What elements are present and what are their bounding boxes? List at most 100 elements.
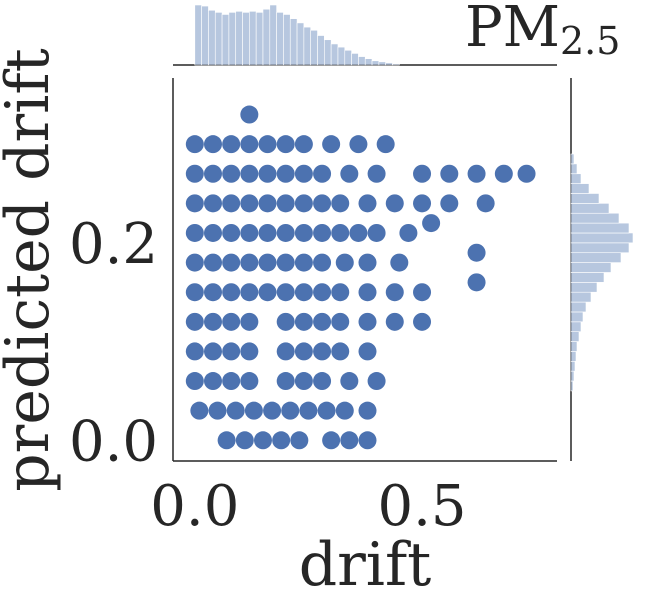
point — [358, 194, 377, 213]
point — [335, 401, 354, 420]
point — [294, 164, 313, 183]
point — [185, 164, 204, 183]
point — [322, 135, 341, 154]
point — [322, 431, 341, 450]
point — [467, 243, 486, 262]
point — [208, 401, 227, 420]
point — [467, 273, 486, 292]
point — [240, 105, 259, 124]
point — [240, 253, 259, 272]
hist-bar — [303, 26, 311, 66]
hist-bar — [570, 153, 575, 165]
hist-bar — [242, 12, 250, 66]
point — [413, 194, 432, 213]
point — [340, 164, 359, 183]
point — [294, 194, 313, 213]
hist-bar — [570, 193, 600, 204]
point — [276, 253, 295, 272]
point — [413, 164, 432, 183]
hist-bar — [324, 39, 332, 66]
point — [290, 431, 309, 450]
point — [440, 194, 459, 213]
point — [294, 135, 313, 154]
hist-bar — [289, 18, 298, 66]
point — [467, 164, 486, 183]
point — [376, 135, 395, 154]
hist-bar — [570, 183, 590, 194]
point — [272, 431, 291, 450]
point — [313, 253, 332, 272]
hist-bar — [249, 11, 257, 66]
point — [258, 223, 277, 242]
point — [240, 372, 259, 391]
hist-bar — [570, 252, 622, 263]
point — [240, 342, 259, 361]
hist-bar — [371, 60, 380, 66]
point — [258, 283, 277, 302]
y-axis-label: predicted drift — [0, 48, 63, 492]
point — [258, 164, 277, 183]
point — [226, 401, 245, 420]
hist-bar — [570, 232, 634, 244]
point — [222, 342, 241, 361]
hist-bar — [296, 22, 305, 66]
point — [294, 283, 313, 302]
point — [331, 342, 350, 361]
point — [185, 253, 204, 272]
point — [476, 194, 495, 213]
hist-bar — [310, 29, 318, 66]
point — [276, 223, 295, 242]
point — [358, 283, 377, 302]
point — [294, 312, 313, 331]
hist-bar — [228, 12, 237, 66]
point — [276, 372, 295, 391]
title-subscript: 2.5 — [560, 19, 620, 63]
point — [185, 223, 204, 242]
hist-bar — [570, 222, 630, 234]
hist-bar — [269, 4, 277, 66]
point — [203, 135, 222, 154]
point — [185, 194, 204, 213]
point — [331, 223, 350, 242]
point — [367, 372, 386, 391]
point — [185, 135, 204, 154]
point — [240, 164, 259, 183]
point — [385, 283, 404, 302]
point — [358, 342, 377, 361]
point — [313, 283, 332, 302]
hist-bar — [276, 12, 284, 66]
point — [413, 312, 432, 331]
point — [281, 401, 300, 420]
hist-bar — [570, 262, 612, 273]
point — [385, 312, 404, 331]
point — [185, 283, 204, 302]
hist-bar — [351, 53, 359, 66]
point — [294, 223, 313, 242]
point — [517, 164, 536, 183]
point — [222, 164, 241, 183]
point — [203, 253, 222, 272]
point — [317, 401, 336, 420]
point — [276, 342, 295, 361]
point — [240, 135, 259, 154]
hist-bar — [570, 282, 598, 293]
hist-bar — [570, 212, 620, 224]
hist-bar — [221, 14, 230, 66]
hist-bar — [570, 242, 630, 254]
point — [222, 194, 241, 213]
point — [358, 253, 377, 272]
point — [240, 223, 259, 242]
point — [331, 283, 350, 302]
point — [299, 401, 318, 420]
hist-bar — [385, 62, 393, 66]
hist-bar — [262, 8, 271, 66]
point — [222, 372, 241, 391]
point — [222, 135, 241, 154]
point — [331, 312, 350, 331]
hist-bar — [570, 173, 582, 184]
hist-bar — [364, 58, 373, 66]
point — [276, 194, 295, 213]
point — [358, 431, 377, 450]
point — [240, 283, 259, 302]
hist-bar — [570, 291, 592, 303]
